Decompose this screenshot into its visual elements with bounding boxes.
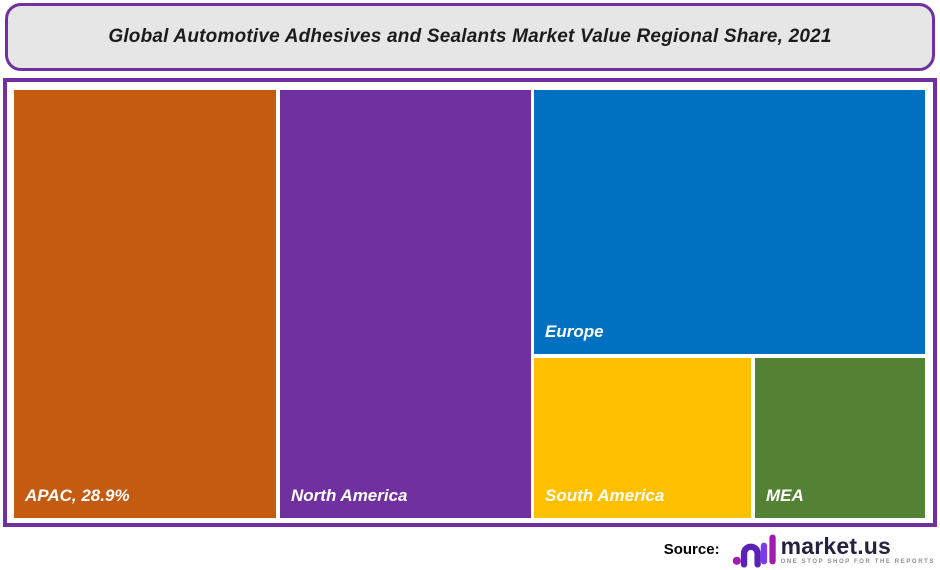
treemap-cell-label-apac: APAC, 28.9%	[25, 486, 130, 505]
title-banner: Global Automotive Adhesives and Sealants…	[5, 3, 935, 71]
source-label: Source:	[663, 540, 720, 558]
brand-logo: market.us ONE STOP SHOP FOR THE REPORTS	[732, 530, 935, 568]
treemap-cell-label-europe: Europe	[545, 322, 604, 341]
brand-tagline: ONE STOP SHOP FOR THE REPORTS	[780, 558, 935, 565]
brand-name: market.us	[780, 532, 892, 559]
treemap-cell-label-mea: MEA	[766, 486, 804, 505]
chart-title: Global Automotive Adhesives and Sealants…	[108, 26, 832, 47]
treemap-cell-north-america[interactable]: North America	[280, 90, 531, 518]
footer: Source: market.us ONE STOP SHOP FOR THE …	[664, 529, 935, 569]
treemap-cell-mea[interactable]: MEA	[755, 358, 925, 518]
treemap-plot-area: APAC, 28.9% North America Europe South A…	[7, 82, 933, 523]
chart-frame: APAC, 28.9% North America Europe South A…	[3, 78, 937, 527]
treemap-cell-label-north-america: North America	[291, 486, 408, 505]
treemap-cell-apac[interactable]: APAC, 28.9%	[14, 90, 276, 518]
market-us-logo-icon	[732, 534, 776, 568]
brand-text-block: market.us ONE STOP SHOP FOR THE REPORTS	[781, 534, 935, 565]
treemap-cell-label-south-america: South America	[545, 486, 665, 505]
treemap-cell-europe[interactable]: Europe	[534, 90, 925, 354]
treemap-cell-south-america[interactable]: South America	[534, 358, 751, 518]
